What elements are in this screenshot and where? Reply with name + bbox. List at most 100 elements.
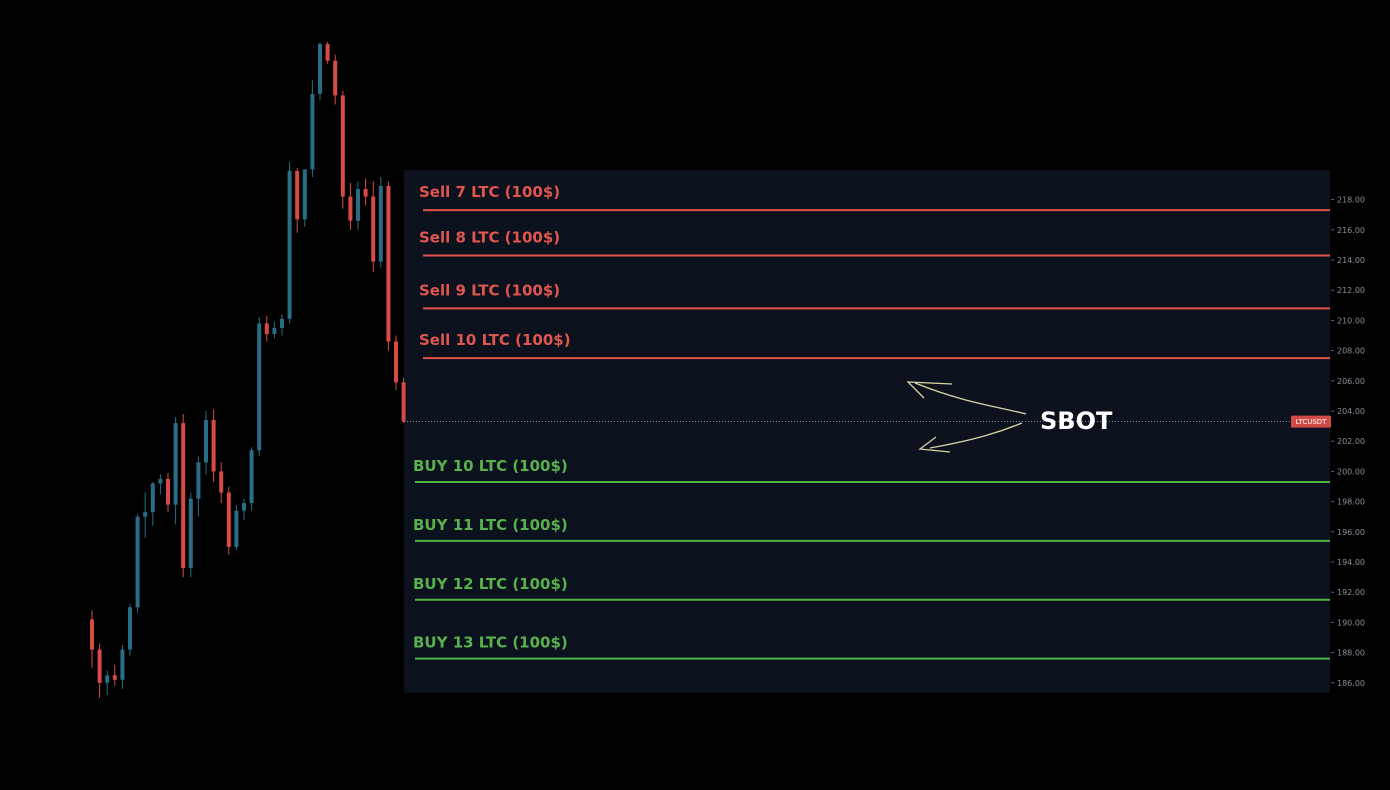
candle-body <box>196 462 201 499</box>
candle <box>196 456 201 517</box>
candle <box>401 377 406 424</box>
arrow-up-icon <box>914 382 1027 415</box>
candle <box>97 643 102 698</box>
candle-body <box>318 44 322 94</box>
candle <box>158 474 163 495</box>
candle <box>394 335 398 390</box>
candle-body <box>378 186 383 262</box>
candle <box>325 42 330 64</box>
candle <box>112 664 117 686</box>
sell-level-label: Sell 7 LTC (100$) <box>419 183 560 201</box>
candle-body <box>340 95 345 197</box>
annotation-arrows <box>906 381 1027 453</box>
candle-body <box>173 423 178 505</box>
axis-tick-label: 218.00 <box>1337 196 1365 205</box>
candle <box>242 498 246 520</box>
candle-body <box>204 420 208 463</box>
sell-level-label: Sell 8 LTC (100$) <box>419 228 560 246</box>
sell-level-label: Sell 9 LTC (100$) <box>419 281 560 299</box>
axis-tick-label: 206.00 <box>1337 377 1365 386</box>
candle-body <box>242 503 246 511</box>
candle <box>310 80 315 177</box>
axis-tick-label: 194.00 <box>1337 558 1365 567</box>
candle <box>356 181 360 230</box>
sell-level-label: Sell 10 LTC (100$) <box>419 331 571 349</box>
candle-body <box>272 327 277 334</box>
symbol-badge-label: LTCUSDT <box>1296 418 1328 426</box>
candles-layer <box>90 42 406 698</box>
candle <box>386 181 391 351</box>
candle <box>188 492 193 578</box>
candle <box>378 176 383 268</box>
axis-tick-label: 202.00 <box>1337 437 1365 446</box>
candle <box>219 462 224 504</box>
grid-bot-panel <box>404 170 1330 693</box>
candle-body <box>181 423 186 569</box>
candle <box>280 314 284 336</box>
candle <box>204 411 208 475</box>
candle <box>226 486 231 555</box>
candle <box>150 481 155 526</box>
candle <box>363 178 368 206</box>
candle-body <box>219 471 224 493</box>
candle-body <box>211 420 216 472</box>
axis-tick-label: 196.00 <box>1337 528 1365 537</box>
axis-tick-label: 186.00 <box>1337 679 1365 688</box>
candle <box>257 317 262 457</box>
candle-body <box>150 483 155 513</box>
candle <box>295 167 300 233</box>
candle-body <box>143 512 148 517</box>
candle-body <box>112 675 117 680</box>
axis-tick-label: 214.00 <box>1337 256 1365 265</box>
axis-tick-label: 198.00 <box>1337 498 1365 507</box>
candle <box>333 54 338 105</box>
candle-body <box>90 619 94 650</box>
candle <box>340 90 345 209</box>
candle-body <box>280 318 284 328</box>
candle-body <box>226 492 231 547</box>
axis-tick-label: 188.00 <box>1337 649 1365 658</box>
candle-body <box>135 516 140 608</box>
candle-body <box>128 607 132 650</box>
candle-body <box>287 170 292 319</box>
axis-tick-label: 204.00 <box>1337 407 1365 416</box>
axis-tick-label: 212.00 <box>1337 286 1365 295</box>
candle-body <box>158 478 163 484</box>
candle <box>371 181 376 273</box>
candle-body <box>394 341 398 383</box>
candle-body <box>348 196 353 221</box>
axis-tick-label: 200.00 <box>1337 467 1365 476</box>
candle-body <box>371 196 376 262</box>
axis-tick-label: 210.00 <box>1337 316 1365 325</box>
candle <box>302 169 307 227</box>
candle-body <box>363 189 368 197</box>
candle-body <box>302 169 307 220</box>
candle-body <box>257 323 262 451</box>
candle-body <box>333 60 338 96</box>
candle-body <box>188 498 193 569</box>
candle <box>318 42 322 100</box>
arrow-down-icon <box>929 422 1023 449</box>
candle <box>143 492 148 538</box>
axis-tick-label: 190.00 <box>1337 618 1365 627</box>
arrow-down-head <box>918 436 951 453</box>
price-axis[interactable]: 218.00 216.00 214.00 212.00 210.00 208.00 206.… <box>1331 196 1365 688</box>
candle-body <box>105 675 110 683</box>
candle <box>166 472 170 513</box>
candle-body <box>234 510 239 547</box>
buy-level-label: BUY 10 LTC (100$) <box>413 457 568 475</box>
grid-levels: Sell 7 LTC (100$) Sell 8 LTC (100$) Sell 9… <box>413 183 1330 660</box>
candle-body <box>264 323 269 334</box>
candle-body <box>356 189 360 221</box>
candle <box>211 409 216 482</box>
candle <box>128 604 132 656</box>
candle <box>348 182 353 230</box>
candle-body <box>401 382 406 422</box>
axis-tick-label: 192.00 <box>1337 588 1365 597</box>
candle <box>90 610 94 668</box>
buy-level-label: BUY 12 LTC (100$) <box>413 575 568 593</box>
symbol-badge: LTCUSDT <box>1291 415 1331 428</box>
candle <box>173 417 178 525</box>
candle <box>105 670 110 695</box>
